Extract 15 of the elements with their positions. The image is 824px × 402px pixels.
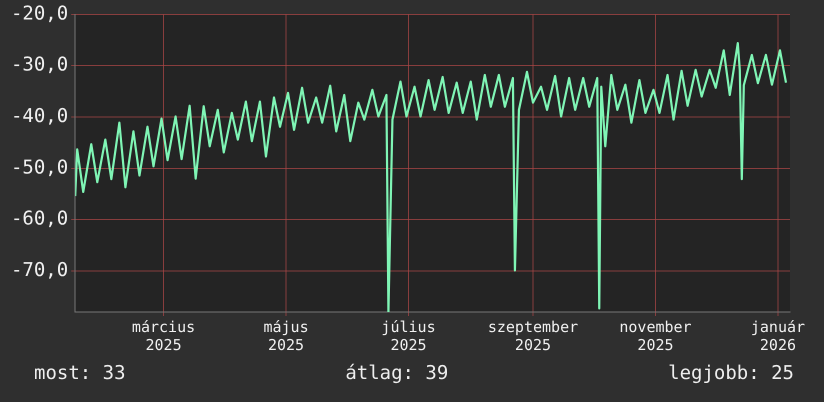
text: legjobb: 25 bbox=[668, 362, 794, 384]
text: átlag: 39 bbox=[345, 362, 448, 384]
x-tick-label: november 2025 bbox=[619, 318, 692, 354]
y-tick-label: -70,0 bbox=[10, 258, 68, 281]
x-tick-label: július 2025 bbox=[381, 318, 436, 354]
y-tick-label: -50,0 bbox=[10, 156, 68, 178]
text: most: 33 bbox=[34, 362, 126, 384]
x-tick-label: május 2025 bbox=[263, 318, 309, 354]
x-tick-label: január 2026 bbox=[750, 318, 806, 354]
x-tick-label: szeptember 2025 bbox=[488, 318, 578, 354]
y-tick-label: -20,0 bbox=[10, 2, 68, 24]
x-tick-label: március 2025 bbox=[132, 318, 196, 354]
y-tick-label: -60,0 bbox=[10, 208, 68, 230]
y-tick-label: -40,0 bbox=[10, 104, 68, 127]
y-tick-label: -30,0 bbox=[10, 54, 68, 76]
